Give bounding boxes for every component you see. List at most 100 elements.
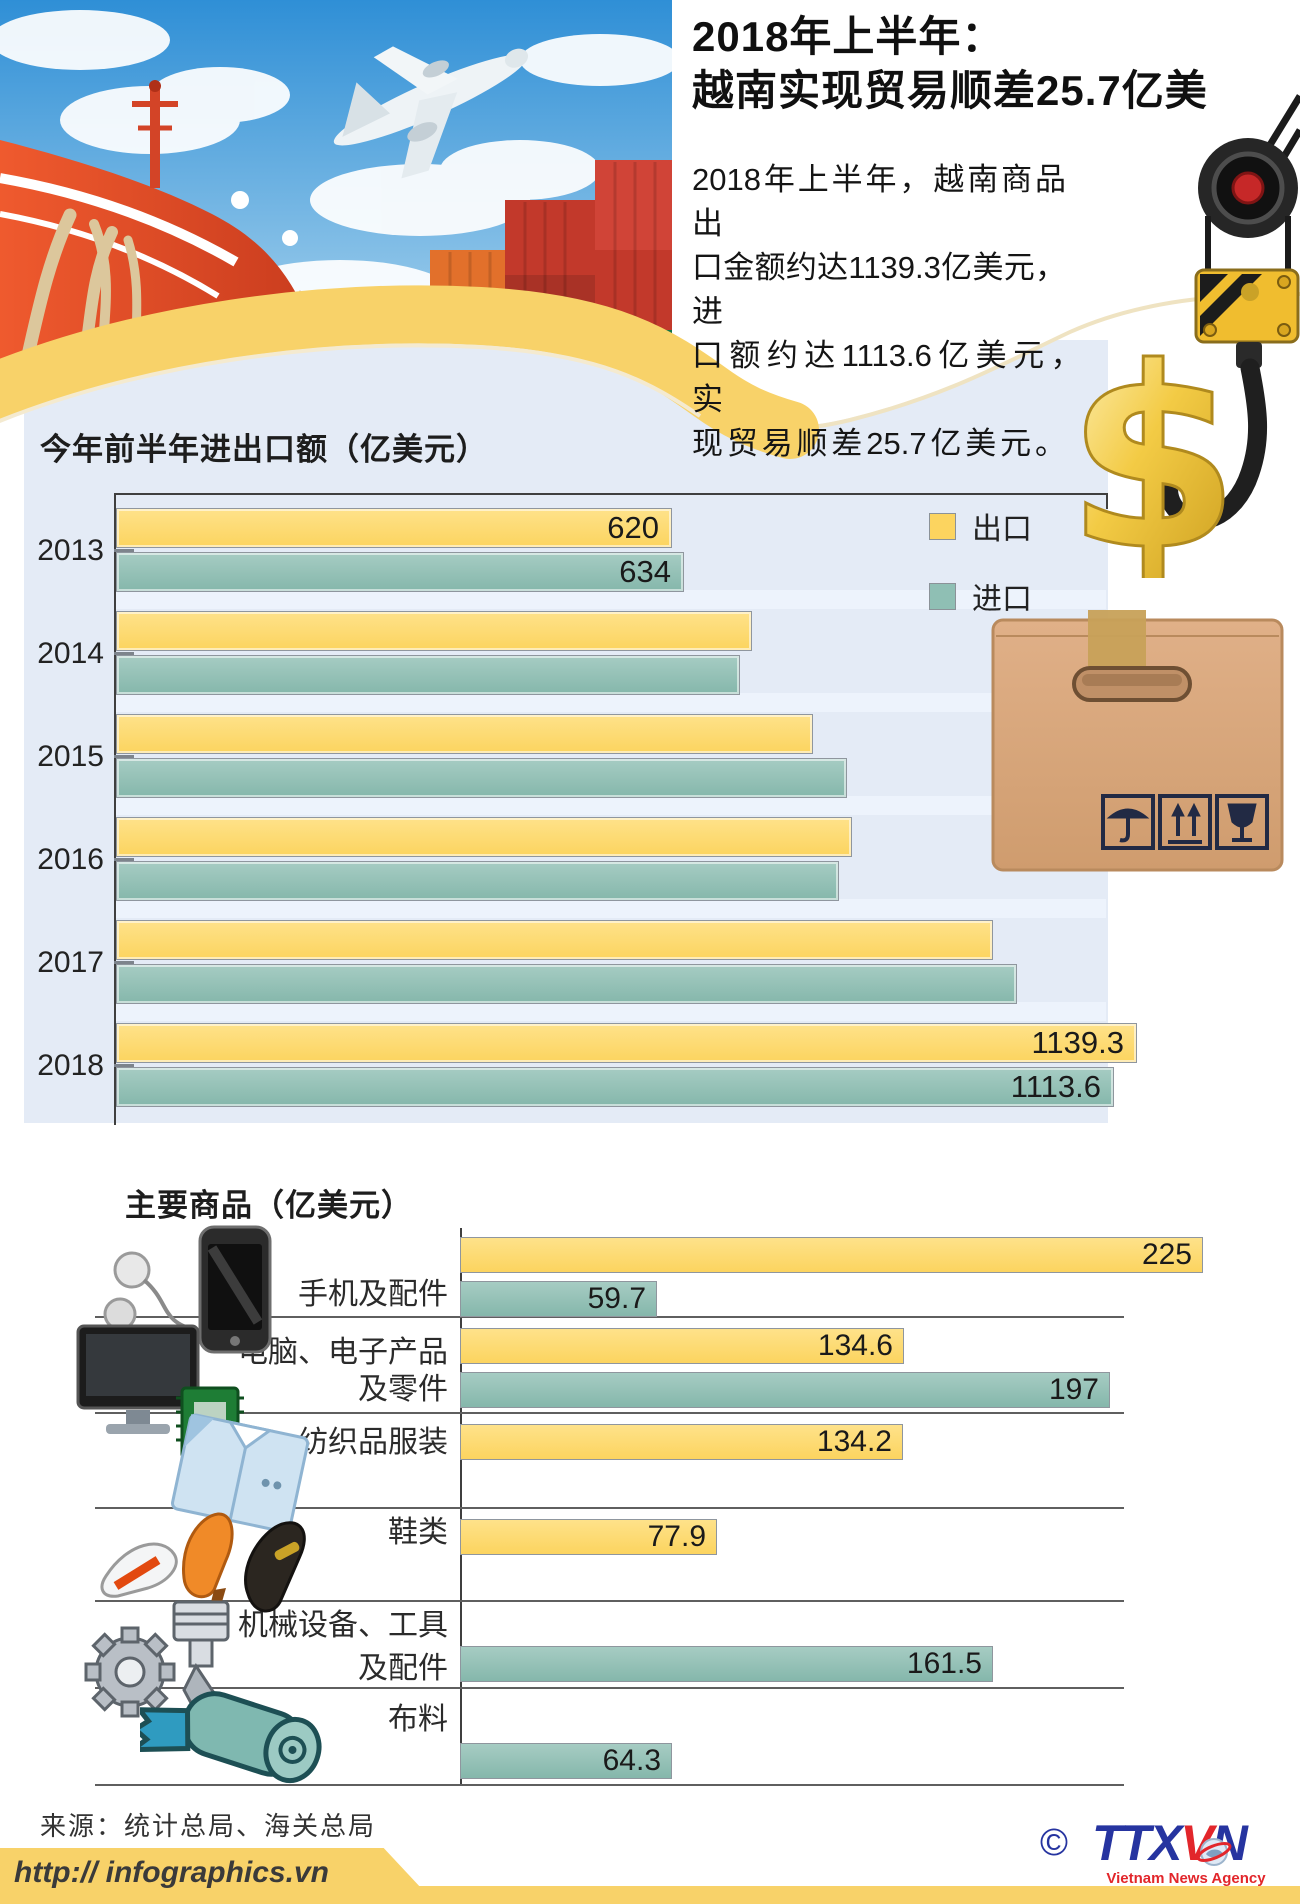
commodity-import-value-5: 64.3 <box>602 1744 661 1777</box>
export-bar-2015 <box>116 714 813 754</box>
export-swatch <box>929 512 956 540</box>
year-tick-2016 <box>114 858 134 861</box>
url-banner <box>0 1848 436 1904</box>
commodity-export-value-2: 134.2 <box>816 1425 892 1458</box>
commodity-export-value-3: 77.9 <box>647 1520 706 1553</box>
year-label-2015: 2015 <box>37 740 104 773</box>
plot-left-axis <box>114 493 116 1125</box>
import-legend-label: 进口 <box>972 583 1032 616</box>
computer-electronics-icon <box>76 1324 244 1460</box>
import-value-2013: 634 <box>619 554 671 589</box>
comm-row-separator <box>95 1600 1124 1602</box>
phone-and-accessories-icon <box>103 1225 272 1354</box>
year-tick-2014 <box>114 652 134 655</box>
year-tick-2013 <box>114 549 134 552</box>
comm-bottom-border <box>95 1784 1124 1786</box>
svg-text:$: $ <box>1066 318 1240 578</box>
commodity-import-bar-0: 59.7 <box>460 1281 657 1317</box>
comm-axis <box>460 1228 462 1784</box>
year-label-2013: 2013 <box>37 534 104 567</box>
fabric-roll-icon <box>140 1691 322 1784</box>
intro-paragraph: 2018年上半年，越南商品出 口金额约达1139.3亿美元，进 口额约达1113… <box>692 158 1097 466</box>
cardboard-box-icon <box>991 610 1284 872</box>
legend-export: 出口 <box>929 504 1032 548</box>
commodity-import-bar-4: 161.5 <box>460 1646 993 1682</box>
commodity-import-bar-5: 64.3 <box>460 1743 672 1779</box>
commodity-label-2: 纺织品服装 <box>298 1426 448 1459</box>
commodity-import-value-4: 161.5 <box>906 1647 982 1680</box>
commodity-label-0: 手机及配件 <box>298 1278 448 1311</box>
import-value-2018: 1113.6 <box>1010 1069 1101 1104</box>
commodities-chart-title: 主要商品（亿美元） <box>125 1188 413 1223</box>
commodity-import-value-0: 59.7 <box>587 1282 646 1315</box>
import-bar-2013: 634 <box>116 552 684 592</box>
paragraph-line: 口金额约达1139.3亿美元，进 <box>692 250 1066 329</box>
commodity-label-1: 电脑、电子产品 <box>238 1336 448 1369</box>
textiles-garments-icon <box>171 1413 310 1534</box>
import-swatch <box>929 582 956 610</box>
comm-row-separator <box>95 1687 1124 1689</box>
export-bar-2018: 1139.3 <box>116 1023 1137 1063</box>
title-line-1: 2018年上半年： <box>692 13 1005 60</box>
logo-ttx: TTX <box>1092 1815 1182 1871</box>
legend: 出口 进口 <box>929 504 1032 644</box>
export-bar-2014 <box>116 611 752 651</box>
commodity-import-value-1: 197 <box>1048 1373 1099 1406</box>
plot-top-border <box>114 493 1108 495</box>
legend-import: 进口 <box>929 574 1032 618</box>
comm-row-separator <box>95 1412 1124 1414</box>
source-note: 来源：统计总局、海关总局 <box>40 1811 377 1841</box>
logo-tagline: Vietnam News Agency <box>1106 1870 1266 1887</box>
import-bar-2018: 1113.6 <box>116 1067 1114 1107</box>
commodity-export-value-1: 134.6 <box>817 1329 893 1362</box>
commodity-export-bar-3: 77.9 <box>460 1519 717 1555</box>
row-gap-stripe <box>116 1002 1106 1021</box>
trade-chart-plot: 620 634 2013 2014 2015 2016 2017 1139.3 1113.6 20… <box>37 493 1137 1125</box>
export-value-2018: 1139.3 <box>1031 1025 1124 1060</box>
gold-dollar-icon: $ <box>1065 318 1242 578</box>
row-gap-stripe <box>116 693 1106 712</box>
import-bar-2015 <box>116 758 847 798</box>
export-legend-label: 出口 <box>972 513 1032 546</box>
import-bar-2017 <box>116 964 1017 1004</box>
commodity-export-bar-0: 225 <box>460 1237 1203 1273</box>
export-bar-2016 <box>116 817 852 857</box>
commodity-label-5: 布料 <box>388 1703 448 1736</box>
logo-globe-icon <box>1196 1838 1232 1866</box>
year-label-2016: 2016 <box>37 843 104 876</box>
year-tick-2017 <box>114 961 134 964</box>
plot-right-tick <box>1106 493 1108 509</box>
commodity-label-4: 及配件 <box>358 1652 448 1685</box>
year-label-2018: 2018 <box>37 1049 104 1082</box>
row-gap-stripe <box>116 796 1106 815</box>
year-tick-2015 <box>114 755 134 758</box>
year-label-2017: 2017 <box>37 946 104 979</box>
comm-row-separator <box>95 1507 1124 1509</box>
year-label-2014: 2014 <box>37 637 104 670</box>
import-bar-2014 <box>116 655 740 695</box>
paragraph-line: 现贸易顺差25.7亿美元。 <box>692 426 1066 461</box>
row-gap-stripe <box>116 590 1106 609</box>
commodity-label-1: 及零件 <box>358 1373 448 1406</box>
commodity-import-bar-1: 197 <box>460 1372 1110 1408</box>
commodity-label-3: 鞋类 <box>388 1516 448 1549</box>
commodity-label-4: 机械设备、工具 <box>238 1609 448 1642</box>
import-bar-2016 <box>116 861 839 901</box>
year-tick-2018 <box>114 1064 134 1067</box>
export-bar-2017 <box>116 920 993 960</box>
export-value-2013: 620 <box>607 510 659 545</box>
airplane <box>333 46 529 179</box>
commodity-export-value-0: 225 <box>1141 1238 1192 1271</box>
copyright-symbol: © <box>1040 1822 1068 1864</box>
paragraph-line: 口额约达1113.6亿美元， 实 <box>692 338 1097 417</box>
paragraph-line: 2018年上半年，越南商品出 <box>692 162 1066 241</box>
export-bar-2013: 620 <box>116 508 672 548</box>
commodity-export-bar-2: 134.2 <box>460 1424 903 1460</box>
website-url: http:// infographics.vn <box>14 1856 329 1889</box>
trade-chart-title: 今年前半年进出口额（亿美元） <box>40 432 488 467</box>
comm-row-separator <box>95 1316 1124 1318</box>
row-gap-stripe <box>116 899 1106 918</box>
commodity-export-bar-1: 134.6 <box>460 1328 904 1364</box>
